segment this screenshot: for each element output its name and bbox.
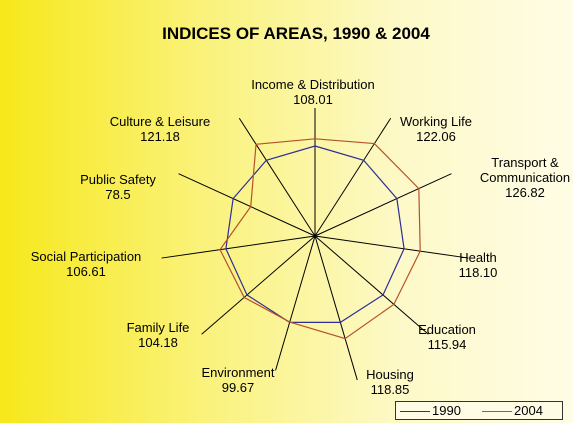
spoke	[178, 173, 316, 237]
value-label: 118.10	[458, 265, 498, 280]
axis-label: Health 118.10	[438, 250, 518, 280]
value-label: 121.18	[140, 129, 180, 144]
category-label: Culture & Leisure	[109, 114, 211, 129]
value-label: 104.18	[138, 335, 178, 350]
legend-label: 2004	[514, 403, 543, 418]
axis-label: Income & Distribution 108.01	[228, 77, 398, 107]
category-label: Social Participation	[30, 249, 142, 264]
category-label: Transport & Communication	[479, 155, 571, 185]
category-label: Housing	[366, 367, 414, 382]
axis-label: Working Life 122.06	[381, 114, 491, 144]
legend-item: 2004	[482, 403, 543, 418]
axis-label: Public Safety 78.5	[63, 172, 173, 202]
axis-label: Housing 118.85	[350, 367, 430, 397]
spoke	[238, 117, 316, 237]
spoke	[161, 235, 316, 259]
value-label: 115.94	[427, 337, 467, 352]
spoke	[314, 117, 392, 237]
category-label: Education	[418, 322, 476, 337]
value-label: 126.82	[505, 185, 545, 200]
legend-swatch	[482, 411, 512, 413]
value-label: 99.67	[221, 380, 255, 395]
legend-swatch	[400, 411, 430, 413]
spoke	[201, 235, 316, 335]
axis-label: Social Participation 106.61	[11, 249, 161, 279]
legend-label: 1990	[432, 403, 461, 418]
value-label: 118.85	[370, 382, 410, 397]
axis-label: Education 115.94	[402, 322, 492, 352]
category-label: Public Safety	[80, 172, 156, 187]
series-line	[219, 138, 421, 340]
category-label: Income & Distribution	[251, 77, 375, 92]
series-line	[225, 145, 405, 323]
value-label: 122.06	[416, 129, 456, 144]
spoke	[275, 235, 316, 371]
axis-label: Family Life 104.18	[108, 320, 208, 350]
spoke	[314, 173, 452, 237]
legend-item: 1990	[400, 403, 461, 418]
category-label: Working Life	[399, 114, 472, 129]
category-label: Family Life	[126, 320, 190, 335]
legend: 1990 2004	[395, 401, 563, 420]
spoke	[314, 235, 429, 335]
spoke	[314, 235, 358, 381]
category-label: Environment	[201, 365, 275, 380]
axis-label: Transport & Communication 126.82	[475, 155, 573, 200]
axis-label: Culture & Leisure 121.18	[90, 114, 230, 144]
spoke	[314, 235, 469, 259]
value-label: 108.01	[293, 92, 333, 107]
value-label: 78.5	[105, 187, 131, 202]
chart-title: INDICES OF AREAS, 1990 & 2004	[162, 24, 430, 43]
value-label: 106.61	[66, 264, 106, 279]
category-label: Health	[459, 250, 497, 265]
axis-label: Environment 99.67	[183, 365, 293, 395]
